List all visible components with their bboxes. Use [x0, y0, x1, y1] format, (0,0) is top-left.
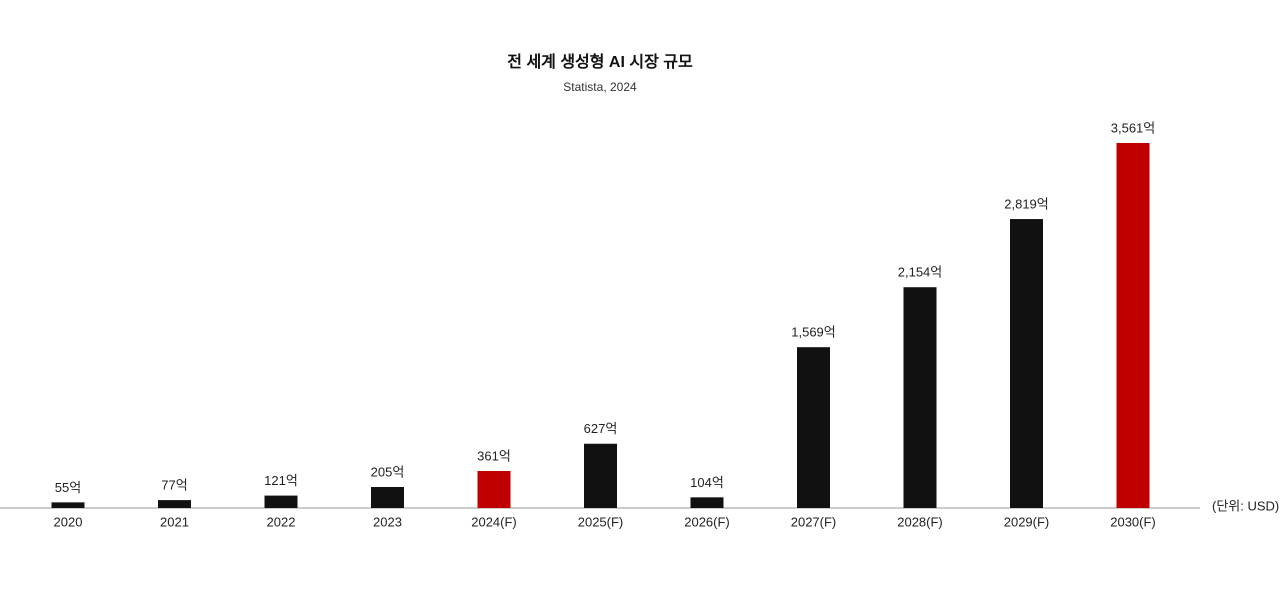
bar — [477, 470, 511, 508]
bar — [797, 347, 830, 508]
x-tick-label: 2021 — [160, 514, 189, 529]
bar — [1010, 219, 1043, 508]
x-tick-label: 2029(F) — [1004, 514, 1050, 529]
bar — [903, 287, 937, 508]
x-tick-label: 2024(F) — [471, 514, 517, 529]
chart-title: 전 세계 생성형 AI 시장 규모 — [507, 52, 693, 71]
bar — [584, 443, 617, 508]
x-tick-label: 2030(F) — [1110, 514, 1156, 529]
value-label: 361억 — [477, 448, 511, 463]
x-tick-label: 2023 — [373, 514, 402, 529]
value-label: 77억 — [161, 478, 187, 493]
unit-label: (단위: USD) — [1212, 498, 1279, 513]
x-tick-label: 2028(F) — [897, 514, 943, 529]
bar — [264, 495, 298, 508]
value-label: 205억 — [371, 464, 405, 479]
bar — [1116, 143, 1150, 508]
bar — [371, 486, 404, 508]
x-tick-label: 2026(F) — [684, 514, 730, 529]
value-label: 55억 — [55, 480, 81, 495]
x-tick-label: 2025(F) — [578, 514, 624, 529]
value-label: 2,819억 — [1004, 196, 1049, 211]
x-tick-label: 2020 — [54, 514, 83, 529]
x-tick-label: 2027(F) — [791, 514, 837, 529]
bar — [690, 497, 724, 508]
value-label: 121억 — [264, 473, 298, 488]
value-label: 627억 — [584, 421, 618, 436]
value-label: 3,561억 — [1111, 120, 1156, 135]
chart-subtitle: Statista, 2024 — [563, 80, 637, 94]
value-label: 1,569억 — [791, 325, 836, 340]
x-tick-label: 2022 — [267, 514, 296, 529]
bar — [158, 500, 191, 508]
value-label: 2,154억 — [898, 265, 943, 280]
value-label: 104억 — [690, 475, 724, 490]
bar — [51, 502, 85, 508]
